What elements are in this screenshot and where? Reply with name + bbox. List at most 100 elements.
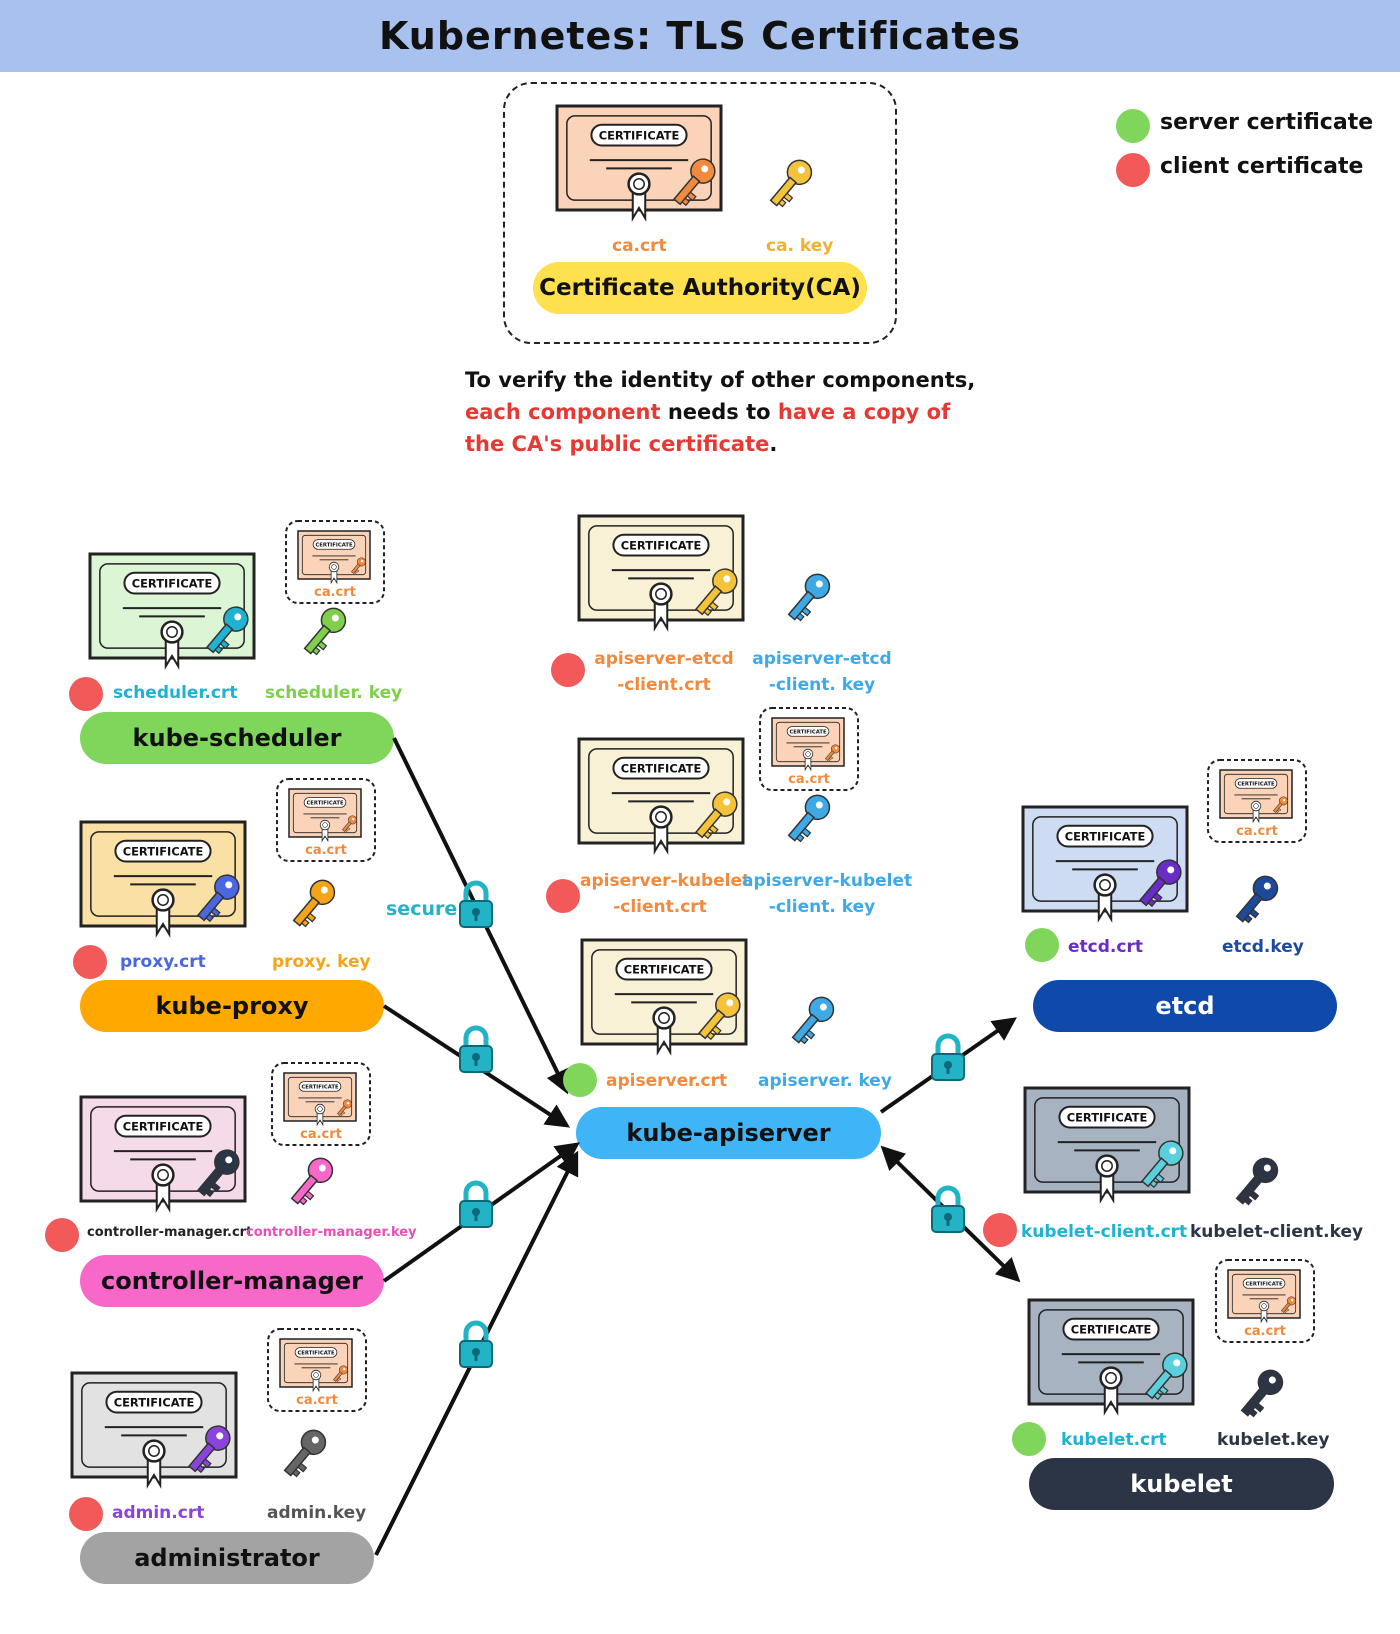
svg-text:CERTIFICATE: CERTIFICATE <box>1245 1282 1283 1288</box>
scheduler-client-dot <box>69 677 103 711</box>
scheduler-ca-crt-icon-cert: CERTIFICATE <box>297 530 371 585</box>
apiserver-etcd-crt-line2: -client.crt <box>617 675 711 695</box>
kube-scheduler-node: kube-scheduler <box>80 712 394 764</box>
scheduler-crt-label: scheduler.crt <box>113 683 238 703</box>
cm-client-dot <box>45 1218 79 1252</box>
kubelet-key-icon <box>1240 1369 1284 1418</box>
title-bar <box>0 0 1400 72</box>
svg-text:CERTIFICATE: CERTIFICATE <box>297 1351 335 1357</box>
lock-admin-icon <box>459 1320 493 1368</box>
apiserver-etcd-client-certificate-icon: CERTIFICATE <box>577 514 745 632</box>
apiserver-kubelet-key-label: apiserver-kubelet -client. key <box>742 868 913 920</box>
svg-text:CERTIFICATE: CERTIFICATE <box>1065 830 1146 844</box>
etcd-server-dot <box>1025 928 1059 962</box>
etcd-certificate-icon: CERTIFICATE <box>1021 805 1189 923</box>
apiserver-key-icon <box>791 996 835 1045</box>
scheduler-key-label: scheduler. key <box>265 683 403 703</box>
apiserver-etcd-key-line1: apiserver-etcd <box>752 649 892 669</box>
apiserver-kubelet-key-line1: apiserver-kubelet <box>742 871 913 891</box>
svg-text:CERTIFICATE: CERTIFICATE <box>621 539 702 553</box>
proxy-ca-crt-icon-label: ca.crt <box>305 843 347 858</box>
legend-server-label: server certificate <box>1160 110 1374 135</box>
apiserver-etcd-crt-line1: apiserver-etcd <box>594 649 734 669</box>
kubelet-ca-crt-icon-cert: CERTIFICATE <box>1227 1269 1301 1324</box>
apiserver-etcd-key-line2: -client. key <box>768 675 876 695</box>
apiserver-kubelet-crt-line1: apiserver-kubelet <box>580 871 751 891</box>
admin-ca-crt-icon-label: ca.crt <box>296 1393 338 1408</box>
kubelet-server-dot <box>1012 1422 1046 1456</box>
svg-text:CERTIFICATE: CERTIFICATE <box>114 1396 195 1410</box>
apiserver-etcd-client-dot <box>551 653 585 687</box>
client-legend-dot <box>1116 153 1150 187</box>
svg-text:CERTIFICATE: CERTIFICATE <box>315 543 353 549</box>
ca-certificate-icon: CERTIFICATE <box>555 104 723 222</box>
secure-label: secure <box>386 898 458 920</box>
etcd-key-label: etcd.key <box>1222 937 1304 957</box>
page-title: Kubernetes: TLS Certificates <box>379 14 1021 58</box>
legend-client-label: client certificate <box>1160 154 1364 179</box>
kube-apiserver-node: kube-apiserver <box>576 1107 881 1159</box>
admin-key-label: admin.key <box>267 1503 367 1523</box>
server-legend-dot <box>1116 109 1150 143</box>
cm-ca-crt-icon-label: ca.crt <box>300 1127 342 1142</box>
kube-proxy-node: kube-proxy <box>80 980 384 1032</box>
lock-etcd-icon <box>931 1033 965 1081</box>
svg-text:CERTIFICATE: CERTIFICATE <box>599 129 680 143</box>
apiserver-crt-label: apiserver.crt <box>606 1071 728 1091</box>
admin-certificate-icon: CERTIFICATE <box>70 1371 238 1489</box>
svg-text:CERTIFICATE: CERTIFICATE <box>301 1085 339 1091</box>
kubelet-certificate-icon: CERTIFICATE <box>1027 1298 1195 1416</box>
apiserver-kubelet-key-line2: -client. key <box>768 897 876 917</box>
lock-cm-icon <box>459 1180 493 1228</box>
svg-text:CERTIFICATE: CERTIFICATE <box>624 963 705 977</box>
apiserver-kubelet-client-dot <box>546 879 580 913</box>
apiserver-kubelet-crt-line2: -client.crt <box>613 897 707 917</box>
apiserver-etcd-key-label: apiserver-etcd -client. key <box>752 646 892 698</box>
ca-key-label: ca. key <box>766 236 834 256</box>
cm-certificate-icon: CERTIFICATE <box>79 1095 247 1213</box>
apiserver-kubelet-client-certificate-icon: CERTIFICATE <box>577 737 745 855</box>
apiserver-ca-crt-icon-cert: CERTIFICATE <box>771 717 845 772</box>
etcd-key-icon <box>1235 875 1279 924</box>
kubelet-key-label: kubelet.key <box>1217 1430 1330 1450</box>
svg-text:CERTIFICATE: CERTIFICATE <box>621 762 702 776</box>
svg-text:CERTIFICATE: CERTIFICATE <box>1067 1111 1148 1125</box>
admin-crt-label: admin.crt <box>112 1503 205 1523</box>
apiserver-etcd-client-key-icon <box>787 573 831 622</box>
svg-text:CERTIFICATE: CERTIFICATE <box>789 730 827 736</box>
proxy-client-dot <box>73 945 107 979</box>
proxy-certificate-icon: CERTIFICATE <box>79 820 247 938</box>
admin-ca-crt-icon-cert: CERTIFICATE <box>279 1338 353 1393</box>
note-ca-public-cert: the CA's public certificate <box>465 432 770 456</box>
proxy-ca-crt-icon-cert: CERTIFICATE <box>288 788 362 843</box>
scheduler-key-icon <box>303 607 347 656</box>
apiserver-key-label: apiserver. key <box>758 1071 892 1091</box>
apiserver-etcd-crt-label: apiserver-etcd -client.crt <box>594 646 734 698</box>
svg-text:CERTIFICATE: CERTIFICATE <box>123 1120 204 1134</box>
etcd-node: etcd <box>1033 980 1337 1032</box>
kubelet-node: kubelet <box>1029 1458 1334 1510</box>
proxy-key-label: proxy. key <box>272 952 371 972</box>
apiserver-server-dot <box>563 1063 597 1097</box>
note-each-component: each component <box>465 400 661 424</box>
lock-proxy-icon <box>459 1025 493 1073</box>
scheduler-certificate-icon: CERTIFICATE <box>88 552 256 670</box>
apiserver-ca-crt-icon-label: ca.crt <box>788 772 830 787</box>
svg-text:CERTIFICATE: CERTIFICATE <box>1237 782 1275 788</box>
kubelet-ca-crt-icon-label: ca.crt <box>1244 1324 1286 1339</box>
ca-label: Certificate Authority(CA) <box>533 262 867 314</box>
etcd-ca-crt-icon-cert: CERTIFICATE <box>1219 769 1293 824</box>
administrator-node: administrator <box>80 1532 374 1584</box>
controller-manager-node: controller-manager <box>80 1255 384 1307</box>
svg-text:CERTIFICATE: CERTIFICATE <box>123 845 204 859</box>
svg-text:CERTIFICATE: CERTIFICATE <box>306 801 344 807</box>
kubelet-client-certificate-icon: CERTIFICATE <box>1023 1086 1191 1204</box>
apiserver-kubelet-crt-label: apiserver-kubelet -client.crt <box>580 868 751 920</box>
ca-box <box>503 82 897 344</box>
apiserver-certificate-icon: CERTIFICATE <box>580 938 748 1056</box>
lock-scheduler-icon <box>459 880 493 928</box>
apiserver-kubelet-client-key-icon <box>787 794 831 843</box>
ca-key-icon <box>769 159 813 208</box>
